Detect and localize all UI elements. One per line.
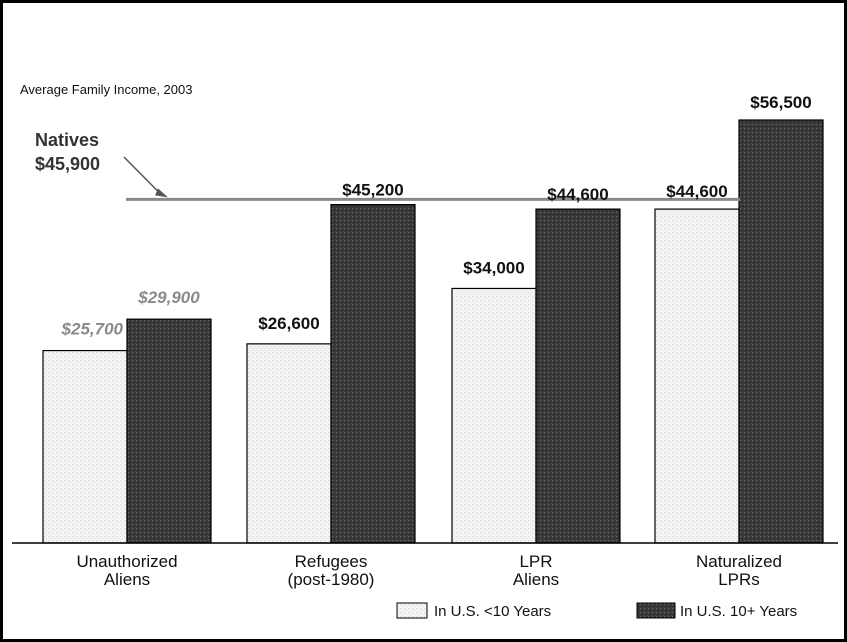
value-label-under-10-0: $25,700 bbox=[61, 320, 124, 339]
natives-arrow bbox=[123, 156, 163, 196]
bar-under-10-1 bbox=[246, 343, 332, 544]
bar-under-10-2 bbox=[451, 287, 537, 544]
value-labels: $25,700 $29,900 $26,600 $45,200 $34,000 $44,6… bbox=[61, 93, 812, 339]
bar-10-plus-3 bbox=[738, 119, 824, 544]
category-labels: UnauthorizedAliensRefugees(post-1980)LPR… bbox=[76, 552, 782, 589]
bars-group bbox=[42, 119, 824, 544]
legend-swatch-under-10 bbox=[396, 602, 428, 619]
natives-arrowhead bbox=[155, 188, 168, 198]
value-label-10-plus-0: $29,900 bbox=[137, 288, 200, 307]
category-label-1-line-1: (post-1980) bbox=[288, 570, 375, 589]
legend-label-10-plus: In U.S. 10+ Years bbox=[680, 603, 797, 620]
category-label-3-line-1: LPRs bbox=[718, 570, 760, 589]
bar-10-plus-0 bbox=[126, 318, 212, 544]
category-label-1-line-0: Refugees bbox=[295, 552, 368, 571]
bar-10-plus-1 bbox=[330, 204, 416, 544]
legend-label-under-10: In U.S. <10 Years bbox=[434, 603, 551, 620]
category-label-2-line-0: LPR bbox=[519, 552, 552, 571]
bar-under-10-0 bbox=[42, 349, 128, 544]
value-label-under-10-3: $44,600 bbox=[666, 182, 727, 201]
value-label-10-plus-1: $45,200 bbox=[342, 181, 403, 200]
category-label-2-line-1: Aliens bbox=[513, 570, 559, 589]
chart-subtitle: Average Family Income, 2003 bbox=[20, 82, 192, 97]
legend-swatch-10-plus bbox=[636, 602, 676, 619]
bar-under-10-3 bbox=[654, 208, 740, 544]
value-label-under-10-2: $34,000 bbox=[463, 258, 524, 277]
category-label-3-line-0: Naturalized bbox=[696, 552, 782, 571]
bar-10-plus-2 bbox=[535, 208, 621, 544]
category-label-0-line-0: Unauthorized bbox=[76, 552, 177, 571]
category-label-0-line-1: Aliens bbox=[104, 570, 150, 589]
legend: In U.S. <10 Years In U.S. 10+ Years bbox=[396, 602, 797, 620]
value-label-10-plus-2: $44,600 bbox=[547, 185, 608, 204]
natives-value-label: $45,900 bbox=[35, 154, 100, 174]
value-label-under-10-1: $26,600 bbox=[258, 314, 319, 333]
value-label-10-plus-3: $56,500 bbox=[750, 93, 811, 112]
natives-label: Natives bbox=[35, 130, 99, 150]
